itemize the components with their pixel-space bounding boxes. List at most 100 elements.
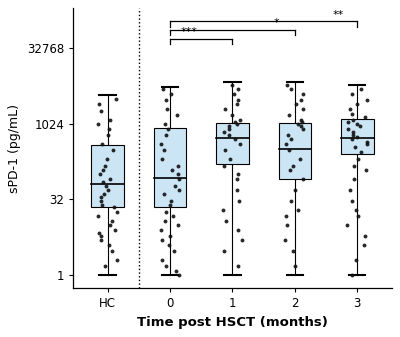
- Point: [162, 97, 169, 103]
- Point: [286, 148, 293, 153]
- Point: [290, 163, 296, 168]
- Point: [282, 237, 288, 243]
- X-axis label: Time post HSCT (months): Time post HSCT (months): [137, 316, 328, 329]
- Point: [97, 172, 104, 177]
- Point: [344, 222, 351, 227]
- Point: [110, 148, 116, 153]
- Point: [163, 132, 170, 138]
- Point: [364, 97, 370, 103]
- Point: [114, 209, 120, 215]
- Point: [354, 134, 360, 140]
- Point: [294, 121, 301, 127]
- Point: [292, 187, 298, 192]
- Point: [106, 222, 113, 227]
- Point: [112, 227, 118, 232]
- Point: [106, 242, 113, 247]
- Point: [100, 192, 107, 197]
- Point: [234, 121, 240, 127]
- Point: [163, 264, 169, 269]
- FancyBboxPatch shape: [341, 119, 374, 154]
- Point: [98, 195, 104, 200]
- Point: [354, 157, 361, 162]
- Point: [158, 227, 164, 232]
- Point: [236, 142, 243, 147]
- Point: [300, 106, 306, 112]
- Point: [354, 101, 360, 107]
- Point: [103, 183, 109, 188]
- Point: [102, 264, 108, 269]
- Point: [104, 157, 110, 162]
- Point: [236, 198, 242, 204]
- Point: [361, 233, 368, 239]
- Point: [349, 91, 355, 96]
- Point: [113, 96, 120, 101]
- Point: [176, 177, 182, 182]
- Point: [175, 172, 181, 177]
- Point: [226, 124, 232, 129]
- Point: [358, 149, 364, 155]
- Point: [222, 148, 228, 153]
- Point: [98, 233, 104, 239]
- Point: [159, 237, 166, 243]
- Point: [286, 113, 292, 118]
- Point: [352, 207, 359, 212]
- Point: [221, 163, 227, 168]
- Point: [173, 268, 179, 274]
- Point: [360, 242, 367, 247]
- Point: [167, 202, 174, 207]
- Point: [363, 168, 369, 173]
- Point: [98, 237, 104, 243]
- Point: [351, 144, 358, 150]
- Point: [292, 101, 299, 107]
- Point: [232, 119, 238, 125]
- Point: [168, 91, 174, 96]
- Point: [105, 187, 111, 192]
- Point: [350, 163, 357, 168]
- FancyBboxPatch shape: [91, 145, 124, 208]
- Point: [230, 91, 237, 96]
- Point: [237, 117, 243, 123]
- Point: [283, 142, 290, 147]
- Point: [160, 86, 166, 92]
- Text: *: *: [273, 18, 279, 28]
- Point: [226, 126, 232, 132]
- Point: [219, 207, 226, 212]
- Point: [221, 248, 227, 254]
- Point: [285, 132, 291, 138]
- Point: [234, 177, 240, 182]
- Point: [282, 213, 289, 219]
- Point: [298, 117, 304, 123]
- Point: [98, 109, 104, 114]
- Text: **: **: [333, 10, 344, 20]
- Point: [96, 101, 102, 107]
- Point: [235, 86, 241, 92]
- Point: [175, 222, 181, 227]
- Point: [288, 136, 294, 142]
- Point: [161, 148, 167, 153]
- Point: [364, 142, 370, 147]
- FancyBboxPatch shape: [216, 123, 249, 164]
- Point: [235, 264, 242, 269]
- Point: [353, 257, 359, 263]
- Point: [158, 157, 165, 162]
- Point: [98, 198, 104, 204]
- Point: [162, 218, 168, 223]
- Point: [349, 111, 355, 117]
- Point: [350, 129, 356, 134]
- Point: [345, 119, 352, 125]
- Point: [163, 209, 170, 215]
- Point: [349, 136, 356, 142]
- Point: [300, 177, 306, 182]
- Point: [229, 113, 235, 118]
- Point: [297, 157, 303, 162]
- Y-axis label: sPD-1 (pg/mL): sPD-1 (pg/mL): [8, 104, 21, 193]
- Point: [292, 264, 298, 269]
- Point: [229, 82, 236, 88]
- Point: [98, 142, 105, 147]
- Point: [226, 157, 233, 162]
- Point: [176, 187, 182, 192]
- Point: [106, 126, 112, 132]
- Point: [95, 121, 102, 127]
- Point: [98, 202, 105, 207]
- FancyBboxPatch shape: [279, 123, 311, 179]
